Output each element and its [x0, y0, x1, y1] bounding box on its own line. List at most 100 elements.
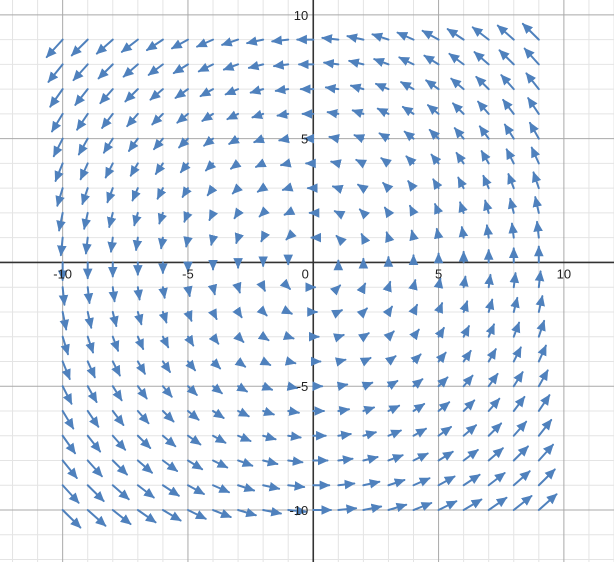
vector-arrow: [61, 360, 71, 381]
x-tick-label: -10: [53, 266, 72, 281]
vector-arrow: [207, 308, 218, 321]
vector-arrow: [380, 157, 392, 168]
vector-arrow: [136, 409, 150, 425]
vector-arrow: [76, 112, 89, 131]
vector-arrow: [487, 422, 503, 437]
vector-arrow: [473, 51, 490, 66]
vector-arrow: [111, 409, 125, 426]
vector-arrow: [530, 146, 541, 165]
vector-arrow: [147, 63, 164, 76]
vector-arrow: [197, 62, 215, 73]
vector-arrow: [131, 187, 141, 202]
vector-arrow: [412, 452, 429, 463]
vector-arrow: [459, 300, 469, 313]
vector-arrow: [480, 150, 491, 165]
vector-arrow: [512, 495, 533, 512]
vector-arrow: [462, 399, 476, 412]
vector-arrow: [281, 305, 293, 315]
vector-arrow: [510, 296, 520, 313]
vector-arrow: [385, 231, 395, 244]
vector-arrow: [398, 56, 415, 66]
vector-arrow: [195, 38, 215, 48]
vector-arrow: [329, 284, 342, 296]
vector-arrow: [382, 305, 393, 318]
vector-arrow: [426, 104, 440, 115]
vector-arrow: [132, 211, 142, 227]
vector-arrow: [382, 280, 392, 293]
vector-arrow: [374, 82, 390, 93]
vector-arrows: [45, 22, 558, 529]
vector-arrow: [511, 321, 521, 338]
vector-arrow: [437, 401, 451, 413]
vector-arrow: [433, 277, 444, 289]
vector-arrow: [386, 379, 399, 390]
vector-arrow: [351, 108, 365, 118]
vector-arrow: [283, 206, 296, 216]
vector-arrow: [383, 330, 395, 342]
vector-arrow: [212, 458, 229, 469]
x-tick-labels: -10 -5 0 5 10: [53, 266, 571, 281]
vector-arrow: [279, 158, 292, 168]
vector-arrow: [285, 229, 297, 241]
vector-arrow: [176, 112, 189, 124]
vector-arrow: [400, 81, 415, 92]
vector-arrow: [359, 356, 372, 367]
vector-arrow: [233, 207, 244, 220]
vector-arrow: [405, 155, 417, 167]
vector-arrow: [108, 286, 119, 303]
vector-arrow: [430, 153, 442, 166]
vector-arrow: [487, 447, 504, 462]
vector-arrow: [161, 409, 175, 423]
vector-arrow: [178, 137, 190, 149]
vector-arrow: [537, 493, 558, 512]
vector-arrow: [56, 211, 66, 232]
vector-arrow: [537, 369, 549, 388]
vector-arrow: [337, 430, 352, 441]
vector-arrow: [186, 409, 200, 421]
vector-arrow: [186, 509, 207, 520]
vector-arrow: [362, 503, 383, 514]
vector-arrow: [61, 385, 73, 405]
vector-arrow: [326, 108, 340, 119]
vector-arrow: [145, 38, 164, 52]
vector-arrow: [212, 483, 231, 494]
vector-arrow: [249, 85, 265, 95]
vector-arrow: [382, 181, 394, 194]
vector-arrow: [409, 328, 420, 341]
vector-arrow: [282, 330, 295, 341]
vector-arrow: [262, 482, 281, 492]
vector-arrow: [134, 335, 145, 351]
vector-arrow: [181, 186, 192, 198]
vector-arrow: [455, 151, 466, 165]
vector-arrow: [457, 176, 467, 190]
vector-arrow: [484, 298, 495, 313]
vector-arrow: [104, 162, 115, 179]
vector-arrow: [134, 310, 144, 326]
vector-arrow: [161, 459, 179, 472]
vector-arrow: [246, 36, 265, 46]
vector-arrow: [226, 110, 240, 121]
vector-arrow: [478, 125, 490, 140]
vector-arrow: [132, 236, 143, 252]
vector-arrow: [80, 187, 91, 206]
vector-arrow: [437, 425, 452, 437]
vector-arrow: [74, 88, 89, 106]
vector-arrow: [224, 86, 240, 96]
vector-arrow: [362, 479, 381, 489]
vector-arrow: [86, 385, 98, 404]
vector-arrow: [179, 161, 191, 174]
vector-arrow: [537, 468, 556, 487]
vector-arrow: [262, 457, 279, 467]
vector-arrow: [410, 353, 422, 365]
vector-arrow: [321, 34, 340, 44]
vector-arrow: [136, 509, 157, 524]
vector-arrow: [237, 507, 257, 518]
vector-arrow: [81, 211, 91, 230]
vector-arrow: [51, 112, 64, 133]
vector-arrow: [256, 182, 269, 193]
vector-arrow: [387, 454, 404, 464]
vector-arrow: [135, 360, 146, 375]
vector-arrow: [136, 459, 154, 474]
vector-arrow: [287, 481, 306, 491]
vector-arrow: [247, 60, 265, 71]
